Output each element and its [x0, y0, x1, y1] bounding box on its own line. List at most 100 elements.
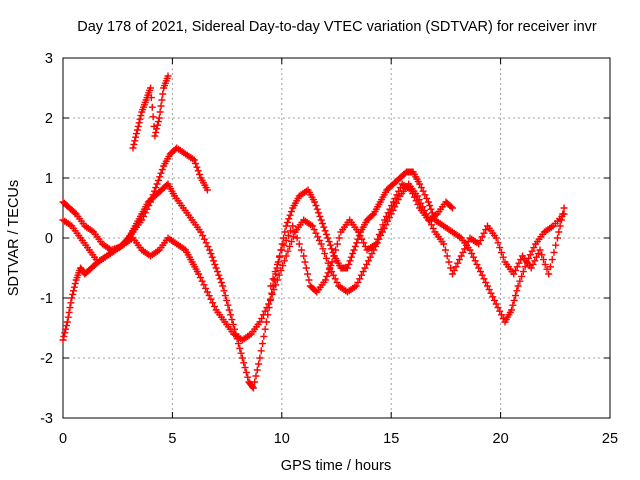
data-point	[234, 340, 242, 348]
data-point	[349, 250, 357, 258]
data-point	[253, 366, 261, 374]
data-point	[212, 264, 220, 272]
data-point	[527, 264, 535, 272]
data-point	[227, 311, 235, 319]
data-point	[295, 240, 303, 248]
data-point	[328, 245, 336, 253]
data-point	[268, 290, 276, 298]
data-point	[333, 278, 341, 286]
data-point	[256, 354, 264, 362]
data-point	[322, 230, 330, 238]
data-point	[482, 278, 490, 286]
data-point	[528, 247, 536, 255]
data-point	[351, 242, 359, 250]
data-point	[324, 269, 332, 277]
data-point	[285, 215, 293, 223]
data-point	[198, 277, 206, 285]
data-point	[513, 263, 521, 271]
data-point	[443, 252, 451, 260]
data-point	[248, 383, 256, 391]
data-point	[391, 194, 399, 202]
data-point	[381, 216, 389, 224]
data-point	[480, 229, 488, 237]
data-point	[330, 252, 338, 260]
data-point	[410, 193, 418, 201]
data-point	[136, 115, 144, 123]
data-point	[131, 137, 139, 145]
data-point	[300, 252, 308, 260]
data-point	[241, 364, 249, 372]
data-point	[202, 239, 210, 247]
data-point	[461, 245, 469, 253]
data-point	[417, 199, 425, 207]
data-point	[482, 226, 490, 234]
chart-title: Day 178 of 2021, Sidereal Day-to-day VTE…	[77, 19, 597, 35]
data-point	[156, 173, 164, 181]
data-point	[557, 216, 565, 224]
data-point	[271, 268, 279, 276]
data-point	[487, 289, 495, 297]
data-point	[275, 271, 283, 279]
data-point	[270, 286, 278, 294]
data-point	[354, 228, 362, 236]
data-point	[249, 384, 257, 392]
data-point	[496, 307, 504, 315]
data-point	[335, 234, 343, 242]
data-point	[514, 282, 522, 290]
data-point	[426, 202, 434, 210]
data-point	[149, 191, 157, 199]
data-point	[494, 239, 502, 247]
data-point	[419, 187, 427, 195]
data-point	[305, 276, 313, 284]
data-point	[236, 344, 244, 352]
data-point	[518, 272, 526, 280]
x-tick-label: 25	[602, 431, 618, 447]
data-point	[255, 360, 263, 368]
data-point	[63, 318, 71, 326]
data-point	[414, 200, 422, 208]
data-point	[203, 288, 211, 296]
data-point	[291, 228, 299, 236]
data-point	[317, 240, 325, 248]
data-point	[316, 212, 324, 220]
data-point	[363, 260, 371, 268]
y-tick-label: -1	[40, 291, 53, 307]
data-point	[130, 140, 138, 148]
x-tick-label: 15	[383, 431, 399, 447]
data-point	[429, 224, 437, 232]
data-point	[152, 184, 160, 192]
data-point	[220, 287, 228, 295]
data-point	[304, 270, 312, 278]
data-point	[476, 268, 484, 276]
data-point	[492, 234, 500, 242]
data-point	[252, 372, 260, 380]
data-point	[66, 304, 74, 312]
data-point	[280, 241, 288, 249]
data-point	[427, 221, 435, 229]
data-point	[261, 307, 269, 315]
data-point	[62, 325, 70, 333]
data-point	[202, 284, 210, 292]
data-point	[129, 144, 137, 152]
data-point	[471, 257, 479, 265]
data-point	[67, 299, 75, 307]
data-point	[559, 210, 567, 218]
data-point	[193, 163, 201, 171]
data-point	[280, 257, 288, 265]
data-point	[517, 256, 525, 264]
data-point	[387, 210, 395, 218]
data-point	[421, 191, 429, 199]
data-point	[261, 325, 269, 333]
data-point	[388, 202, 396, 210]
data-point	[317, 216, 325, 224]
data-point	[508, 306, 516, 314]
data-point	[423, 194, 431, 202]
data-point	[244, 373, 252, 381]
data-point	[496, 244, 504, 252]
data-point	[64, 313, 72, 321]
data-point	[287, 227, 295, 235]
data-point	[141, 209, 149, 217]
data-point	[310, 226, 318, 234]
data-point	[259, 340, 267, 348]
